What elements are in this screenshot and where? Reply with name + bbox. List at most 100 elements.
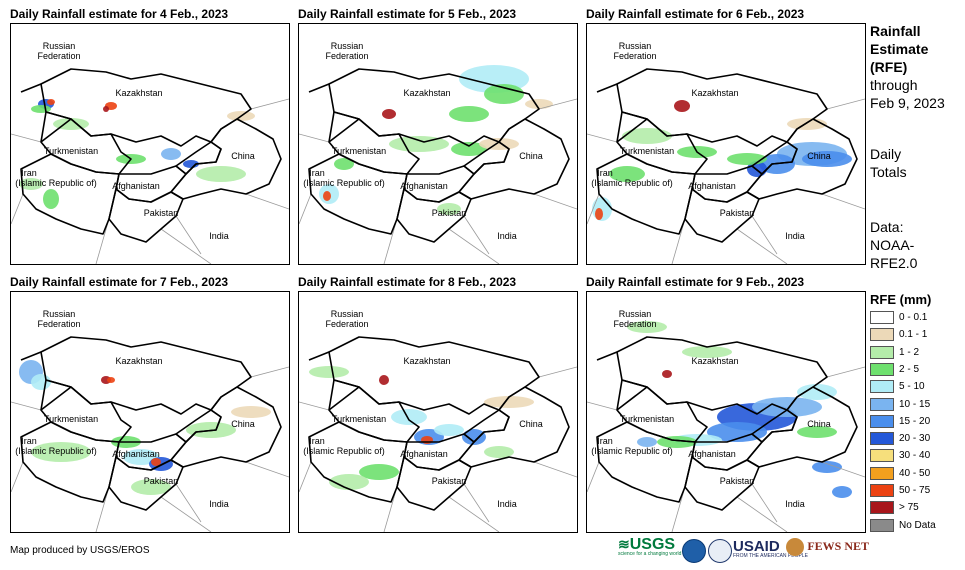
country-border — [20, 153, 120, 235]
country-label-iran2: (Islamic Republic of) — [591, 178, 673, 188]
rainfall-area — [525, 99, 553, 109]
country-label-turkmenistan: Turkmenistan — [332, 414, 386, 424]
country-label-russia: Russian — [619, 309, 652, 319]
country-label-china: China — [519, 419, 543, 429]
legend-title: RFE (mm) — [870, 292, 932, 307]
country-label-iran: Iran — [309, 168, 325, 178]
country-border — [20, 351, 72, 411]
legend-swatch — [870, 345, 894, 359]
country-label-iran: Iran — [21, 168, 37, 178]
source-line1: NOAA- — [870, 237, 915, 253]
rainfall-area — [451, 142, 487, 156]
country-border — [616, 379, 708, 443]
country-label-pakistan: Pakistan — [144, 476, 179, 486]
legend-swatch — [870, 414, 894, 428]
country-border — [40, 379, 132, 443]
rainfall-area — [595, 208, 603, 220]
legend-item: 10 - 15 — [870, 397, 930, 412]
rainfall-area — [47, 99, 55, 105]
country-label-india: India — [497, 231, 517, 241]
country-label-india: India — [209, 499, 229, 509]
rainfall-area — [309, 366, 349, 378]
legend-item: > 75 — [870, 501, 919, 515]
rainfall-area — [123, 449, 159, 465]
rainfall-area — [379, 375, 389, 385]
panel-title-feb6: Daily Rainfall estimate for 6 Feb., 2023 — [586, 7, 805, 21]
rainfall-area — [131, 479, 171, 495]
country-label-russia2: Federation — [37, 319, 80, 329]
country-border — [170, 386, 282, 468]
usgs-logo: ≋USGS science for a changing world — [618, 536, 682, 557]
legend-swatch — [870, 397, 894, 411]
legend-swatch — [870, 328, 894, 342]
legend-label: 5 - 10 — [899, 381, 925, 393]
rfe-heading: Rainfall Estimate (RFE) through Feb 9, 2… — [870, 22, 945, 112]
country-label-afghanistan: Afghanistan — [400, 449, 448, 459]
rainfall-area — [622, 128, 672, 144]
rfe-title-line2: Estimate — [870, 41, 929, 57]
rainfall-area — [484, 396, 534, 408]
country-border — [746, 386, 858, 468]
country-label-turkmenistan: Turkmenistan — [620, 414, 674, 424]
country-border — [308, 153, 408, 235]
country-label-kazakhstan: Kazakhstan — [115, 356, 162, 366]
country-label-turkmenistan: Turkmenistan — [44, 414, 98, 424]
country-label-afghanistan: Afghanistan — [112, 449, 160, 459]
legend-label: 50 - 75 — [899, 485, 931, 497]
country-label-afghanistan: Afghanistan — [688, 449, 736, 459]
legend-label: 1 - 2 — [899, 346, 920, 358]
country-label-china: China — [231, 151, 255, 161]
rainfall-area — [107, 377, 115, 383]
country-border — [458, 386, 570, 468]
country-label-india: India — [785, 499, 805, 509]
legend-label: 15 - 20 — [899, 415, 931, 427]
neighbour-borders — [299, 366, 577, 532]
rainfall-area — [382, 109, 396, 119]
data-source-label: Data: NOAA- RFE2.0 — [870, 218, 917, 272]
country-label-iran2: (Islamic Republic of) — [591, 446, 673, 456]
legend-label: 40 - 50 — [899, 467, 931, 479]
neighbour-borders — [11, 98, 289, 264]
country-label-kazakhstan: Kazakhstan — [691, 88, 738, 98]
legend-label: 0 - 0.1 — [899, 312, 928, 324]
country-border — [328, 111, 420, 175]
legend-item: 50 - 75 — [870, 484, 930, 498]
rainfall-area — [484, 446, 514, 458]
country-border — [40, 336, 252, 415]
rainfall-area — [334, 158, 354, 170]
rainfall-area — [752, 397, 822, 417]
country-label-china: China — [807, 419, 831, 429]
map-panel-feb8: Russian Federation Kazakhstan Turkmenistan I… — [298, 291, 578, 533]
country-label-pakistan: Pakistan — [720, 476, 755, 486]
country-label-iran: Iran — [597, 168, 613, 178]
through-date: Feb 9, 2023 — [870, 95, 945, 111]
country-border — [596, 421, 696, 503]
country-border — [328, 379, 420, 443]
rainfall-area — [196, 166, 246, 182]
country-border — [396, 456, 472, 511]
rainfall-area — [231, 406, 271, 418]
country-label-iran2: (Islamic Republic of) — [15, 446, 97, 456]
rainfall-area — [674, 100, 690, 112]
rainfall-area — [484, 84, 524, 104]
rainfall-area — [662, 370, 672, 378]
rainfall-area — [19, 178, 43, 190]
country-label-iran2: (Islamic Republic of) — [303, 446, 385, 456]
country-label-pakistan: Pakistan — [432, 208, 467, 218]
map-panel-feb7: Russian Federation Kazakhstan Turkmenistan I… — [10, 291, 290, 533]
map-panel-feb5: Russian Federation Kazakhstan Turkmenistan I… — [298, 23, 578, 265]
country-border — [684, 456, 760, 511]
country-label-pakistan: Pakistan — [144, 208, 179, 218]
rainfall-area — [103, 106, 109, 112]
country-border — [40, 111, 132, 175]
usaid-tagline: FROM THE AMERICAN PEOPLE — [733, 553, 808, 559]
legend-item: 40 - 50 — [870, 466, 931, 481]
country-label-pakistan: Pakistan — [720, 208, 755, 218]
legend-label: 0.1 - 1 — [899, 329, 928, 341]
legend-label: 20 - 30 — [899, 433, 931, 445]
country-label-russia: Russian — [619, 41, 652, 51]
panel-title-feb4: Daily Rainfall estimate for 4 Feb., 2023 — [10, 7, 229, 21]
rainfall-area — [359, 464, 399, 480]
rainfall-area — [609, 166, 645, 182]
